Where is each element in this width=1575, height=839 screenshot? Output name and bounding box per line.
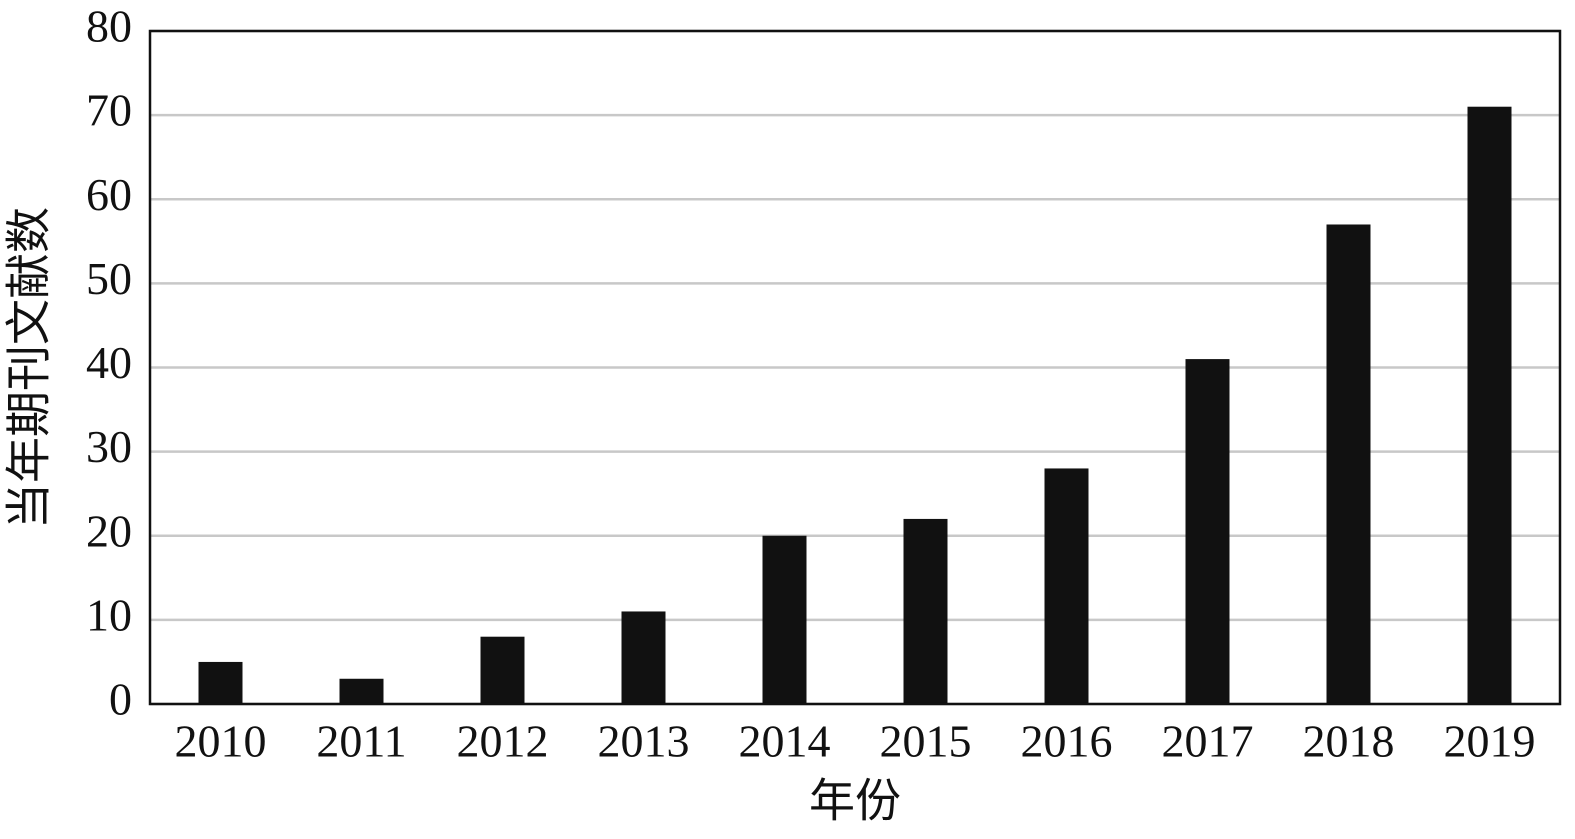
bar: [198, 661, 243, 704]
y-axis-label: 当年期刊文献数: [4, 207, 55, 529]
x-tick-label: 2015: [880, 716, 972, 767]
x-axis-label: 年份: [809, 776, 901, 827]
y-tick-label: 50: [86, 253, 132, 304]
x-tick-label: 2012: [457, 716, 549, 767]
y-tick-label: 80: [86, 1, 132, 52]
x-tick-label: 2011: [316, 716, 406, 767]
bar: [903, 518, 948, 704]
y-tick-label: 60: [86, 169, 132, 220]
y-tick-label: 40: [86, 337, 132, 388]
y-tick-label: 30: [86, 421, 132, 472]
y-tick-label: 10: [86, 589, 132, 640]
bar: [1185, 359, 1230, 704]
plot-frame: [148, 29, 1562, 706]
bar: [1467, 106, 1512, 704]
x-tick-label: 2017: [1162, 716, 1254, 767]
x-tick-label: 2018: [1303, 716, 1395, 767]
x-tick-label: 2013: [598, 716, 690, 767]
x-tick-label: 2019: [1444, 716, 1536, 767]
x-tick-label: 2010: [175, 716, 267, 767]
bar: [339, 678, 384, 704]
y-tick-label: 70: [86, 85, 132, 136]
bar: [1044, 468, 1089, 704]
y-tick-label: 0: [109, 674, 132, 725]
bar: [762, 535, 807, 704]
y-tick-label: 20: [86, 505, 132, 556]
x-tick-label: 2016: [1021, 716, 1113, 767]
bar: [480, 636, 525, 704]
bar: [1326, 224, 1371, 705]
bar: [621, 611, 666, 704]
x-tick-label: 2014: [739, 716, 831, 767]
